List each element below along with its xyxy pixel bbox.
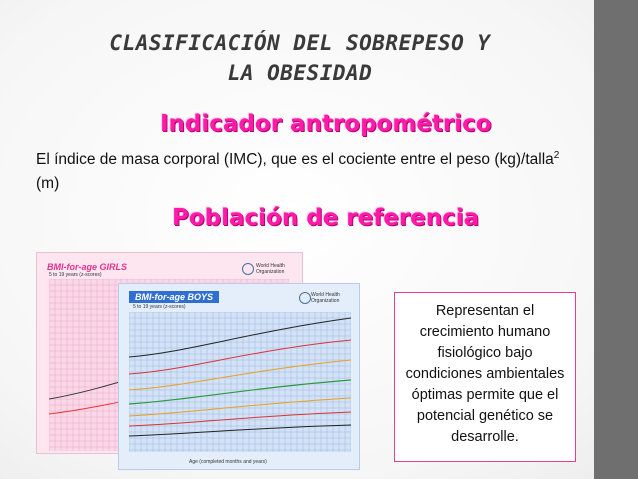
girls-chart-title: BMI-for-age GIRLS: [47, 262, 127, 272]
boys-bmi-chart: BMI-for-age BOYS 5 to 19 years (z-scores…: [118, 283, 360, 470]
title-line-1: CLASIFICACIÓN DEL SOBREPESO Y: [109, 31, 491, 55]
who-logo-icon: [242, 263, 254, 275]
boys-chart-title: BMI-for-age BOYS: [129, 291, 220, 303]
body-tail: (m): [36, 175, 60, 193]
girls-chart-org: World Health Organization: [256, 263, 285, 275]
right-sidebar: [594, 0, 638, 479]
slide-title: CLASIFICACIÓN DEL SOBREPESO Y LA OBESIDA…: [30, 28, 570, 88]
boys-chart-grid: [129, 312, 351, 452]
boys-chart-xlabel: Age (completed months and years): [189, 459, 267, 465]
heading-indicador: Indicador antropométrico: [160, 111, 492, 137]
who-logo-icon: [299, 292, 311, 304]
boys-chart-org: World Health Organization: [311, 292, 340, 304]
boys-chart-subtitle: 5 to 19 years (z-scores): [133, 304, 186, 310]
body-main: El índice de masa corporal (IMC), que es…: [36, 151, 554, 169]
body-text: El índice de masa corporal (IMC), que es…: [36, 144, 576, 196]
girls-chart-subtitle: 5 to 19 years (z-scores): [49, 272, 102, 278]
heading-poblacion: Población de referencia: [172, 205, 480, 231]
title-line-2: LA OBESIDAD: [227, 61, 373, 85]
callout-box: Representan el crecimiento humano fisiol…: [394, 292, 576, 462]
body-superscript: 2: [553, 150, 560, 161]
